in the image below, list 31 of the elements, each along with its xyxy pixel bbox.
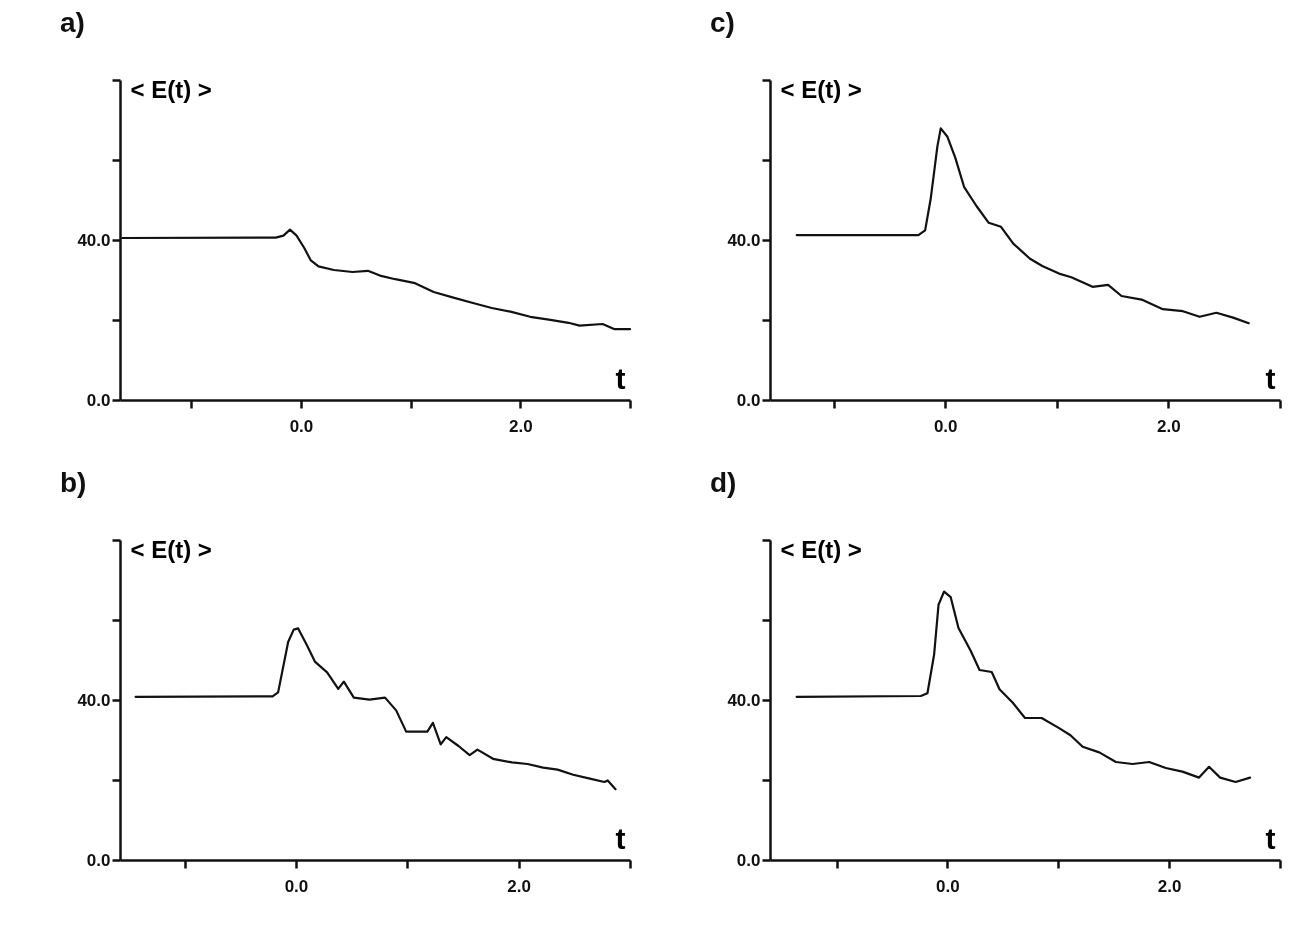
x-tick-label: 0.0 xyxy=(936,876,960,896)
y-tick-label: 40.0 xyxy=(727,690,761,710)
line-series xyxy=(795,127,1250,325)
x-axis-title: t xyxy=(615,361,626,395)
x-axis-title: t xyxy=(1265,821,1276,855)
y-tick-label: 0.0 xyxy=(736,390,761,410)
x-tick-label: 2.0 xyxy=(1157,876,1182,896)
x-tick-label: 0.0 xyxy=(933,416,958,436)
y-axis-title: < E(t) > xyxy=(780,75,862,103)
x-tick-label: 2.0 xyxy=(509,416,533,436)
x-axis-title: t xyxy=(1265,361,1276,395)
y-axis-title: < E(t) > xyxy=(130,535,212,563)
x-tick-label: 2.0 xyxy=(507,876,531,896)
x-tick-label: 2.0 xyxy=(1157,416,1181,436)
chart-title: a) xyxy=(60,7,85,38)
line-series xyxy=(134,627,617,791)
chart-title: d) xyxy=(710,467,737,498)
y-axis-title: < E(t) > xyxy=(130,75,212,103)
x-tick-label: 0.0 xyxy=(284,876,309,896)
x-axis-title: t xyxy=(615,821,626,855)
chart-title: c) xyxy=(710,7,735,38)
chart-title: b) xyxy=(60,467,87,498)
y-axis-title: < E(t) > xyxy=(780,535,862,563)
line-series xyxy=(795,590,1252,784)
y-tick-label: 0.0 xyxy=(86,390,111,410)
y-tick-label: 0.0 xyxy=(86,850,111,870)
y-tick-label: 40.0 xyxy=(77,690,111,710)
x-tick-label: 0.0 xyxy=(289,416,314,436)
y-tick-label: 40.0 xyxy=(77,230,111,250)
y-tick-label: 40.0 xyxy=(727,230,761,250)
y-tick-label: 0.0 xyxy=(736,850,761,870)
